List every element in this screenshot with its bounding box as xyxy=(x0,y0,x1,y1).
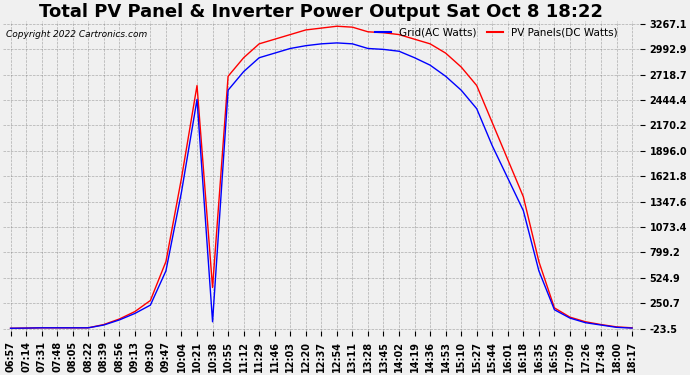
Text: Copyright 2022 Cartronics.com: Copyright 2022 Cartronics.com xyxy=(6,30,147,39)
Legend: Grid(AC Watts), PV Panels(DC Watts): Grid(AC Watts), PV Panels(DC Watts) xyxy=(371,23,622,41)
Title: Total PV Panel & Inverter Power Output Sat Oct 8 18:22: Total PV Panel & Inverter Power Output S… xyxy=(39,3,603,21)
